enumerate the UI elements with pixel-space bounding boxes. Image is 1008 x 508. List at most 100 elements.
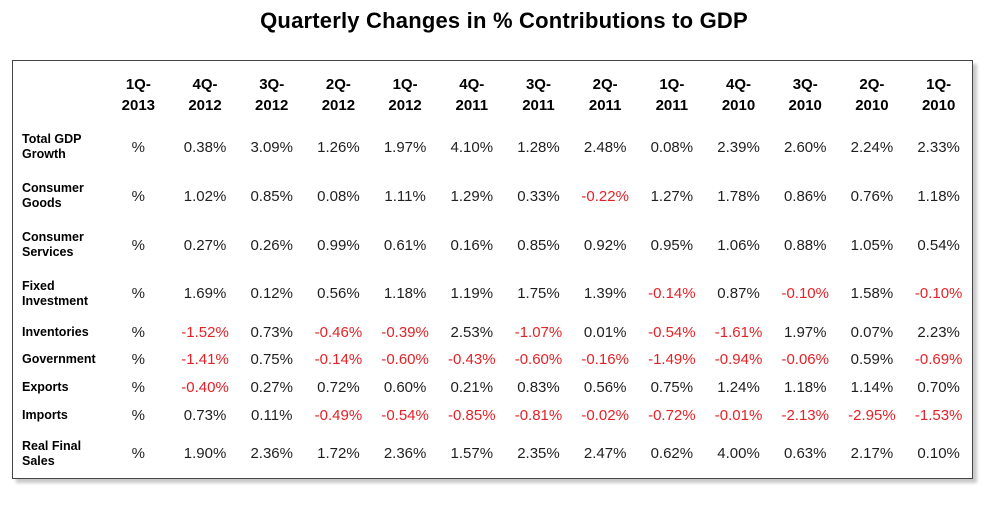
table-cell: 2.36% [383, 445, 427, 463]
table-cell: 0.73% [250, 323, 293, 341]
table-cell: 0.54% [917, 236, 960, 254]
table-cell: 0.21% [450, 379, 494, 397]
table-cell: -0.10% [914, 285, 963, 303]
table-cell: 0.85% [250, 187, 293, 205]
table-cell: 0.76% [850, 187, 894, 205]
table-row: Fixed Investment% 1.69% 0.12% 0.56% 1.18% 1.1… [13, 270, 972, 319]
row-label: Fixed Investment [22, 278, 88, 308]
table-cell: -0.81% [514, 406, 563, 424]
row-label-header [13, 61, 105, 123]
table-cell: 0.88% [783, 236, 827, 254]
table-row: Exports% -0.40% 0.27% 0.72% 0.60% 0.21% 0.83% 0… [13, 374, 972, 402]
table-cell: 1.39% [583, 285, 627, 303]
table-cell: 0.08% [317, 187, 360, 205]
table-row: Inventories% -1.52% 0.73% -0.46% -0.39% 2.53%… [13, 318, 972, 346]
table-cell: 1.78% [717, 187, 760, 205]
table-cell: -0.60% [381, 351, 429, 369]
table-row: Total GDP Growth% 0.38% 3.09% 1.26% 1.97% 4.1… [13, 123, 972, 172]
table-cell: 0.72% [317, 379, 360, 397]
table-cell: % [131, 138, 146, 156]
table-cell: -0.16% [581, 351, 629, 369]
table-cell: 0.59% [850, 351, 894, 369]
table-cell: 1.18% [383, 285, 427, 303]
table-cell: 1.11% [384, 187, 426, 205]
table-cell: 0.27% [250, 379, 293, 397]
table-cell: 1.05% [850, 236, 894, 254]
table-cell: -0.06% [781, 351, 829, 369]
column-header: 3Q- 2010 [788, 76, 822, 114]
table-cell: 0.10% [917, 445, 960, 463]
table-cell: 1.29% [450, 187, 494, 205]
column-header: 3Q- 2012 [255, 76, 289, 114]
table-cell: 1.75% [517, 285, 560, 303]
table-cell: 1.97% [783, 323, 827, 341]
table-cell: -0.22% [581, 187, 629, 205]
table-cell: 0.16% [450, 236, 494, 254]
table-cell: 1.19% [450, 285, 494, 303]
row-label: Total GDP Growth [22, 132, 82, 162]
table-cell: -1.53% [914, 406, 963, 424]
gdp-table: 1Q- 2013 4Q- 2012 3Q- 2012 2Q- 2012 1Q- 2012 4Q- 20… [13, 61, 972, 478]
table-cell: 0.75% [250, 351, 293, 369]
table-cell: 0.85% [517, 236, 560, 254]
table-cell: -0.72% [648, 406, 696, 424]
table-cell: 4.10% [450, 138, 494, 156]
gdp-table-header: 1Q- 2013 4Q- 2012 3Q- 2012 2Q- 2012 1Q- 2012 4Q- 20… [13, 61, 972, 123]
table-cell: -0.39% [381, 323, 429, 341]
table-cell: 1.02% [183, 187, 227, 205]
table-cell: 0.60% [383, 379, 427, 397]
table-cell: -0.43% [448, 351, 496, 369]
table-cell: -0.94% [714, 351, 763, 369]
table-cell: 2.33% [917, 138, 960, 156]
column-header: 4Q- 2010 [721, 76, 756, 114]
table-cell: -0.46% [314, 323, 363, 341]
table-cell: 0.73% [183, 406, 227, 424]
table-row: Consumer Services% 0.27% 0.26% 0.99% 0.61% 0.… [13, 221, 972, 270]
table-cell: 1.72% [317, 445, 360, 463]
table-cell: -1.52% [181, 323, 229, 341]
table-cell: % [131, 236, 146, 254]
table-cell: -0.69% [914, 351, 963, 369]
table-cell: 1.18% [783, 379, 827, 397]
table-cell: 0.86% [783, 187, 827, 205]
table-row: Real Final Sales% 1.90% 2.36% 1.72% 2.36% 1.5… [13, 429, 972, 478]
table-cell: 0.99% [317, 236, 360, 254]
table-cell: -0.49% [314, 406, 363, 424]
row-label: Imports [22, 407, 68, 422]
table-cell: 0.92% [583, 236, 627, 254]
table-cell: 0.70% [917, 379, 960, 397]
table-cell: 1.90% [183, 445, 227, 463]
table-cell: 0.12% [250, 285, 293, 303]
table-cell: 2.36% [250, 445, 293, 463]
table-cell: 0.56% [317, 285, 360, 303]
table-cell: -1.61% [714, 323, 763, 341]
table-cell: 0.87% [717, 285, 760, 303]
table-cell: 1.57% [450, 445, 494, 463]
table-cell: 2.60% [783, 138, 827, 156]
column-header: 2Q- 2010 [855, 76, 889, 114]
table-cell: % [131, 323, 146, 341]
table-cell: 2.17% [850, 445, 894, 463]
column-header: 1Q- 2012 [388, 76, 422, 114]
table-cell: 0.38% [183, 138, 227, 156]
column-header: 2Q- 2012 [321, 76, 356, 114]
table-cell: -0.14% [314, 351, 363, 369]
table-cell: 0.33% [517, 187, 560, 205]
table-cell: % [131, 285, 146, 303]
table-cell: -0.02% [581, 406, 629, 424]
table-cell: 2.39% [717, 138, 760, 156]
table-cell: -2.13% [781, 406, 829, 424]
table-cell: % [131, 406, 146, 424]
table-cell: % [131, 187, 146, 205]
table-cell: 0.75% [650, 379, 694, 397]
table-cell: 2.24% [850, 138, 894, 156]
table-cell: 1.97% [383, 138, 427, 156]
table-cell: 1.18% [917, 187, 960, 205]
table-cell: 0.56% [583, 379, 627, 397]
header-row: 1Q- 2013 4Q- 2012 3Q- 2012 2Q- 2012 1Q- 2012 4Q- 20… [13, 61, 972, 123]
table-cell: 1.26% [317, 138, 360, 156]
table-cell: 0.61% [383, 236, 427, 254]
table-cell: -0.54% [648, 323, 696, 341]
column-header: 4Q- 2011 [455, 76, 489, 114]
